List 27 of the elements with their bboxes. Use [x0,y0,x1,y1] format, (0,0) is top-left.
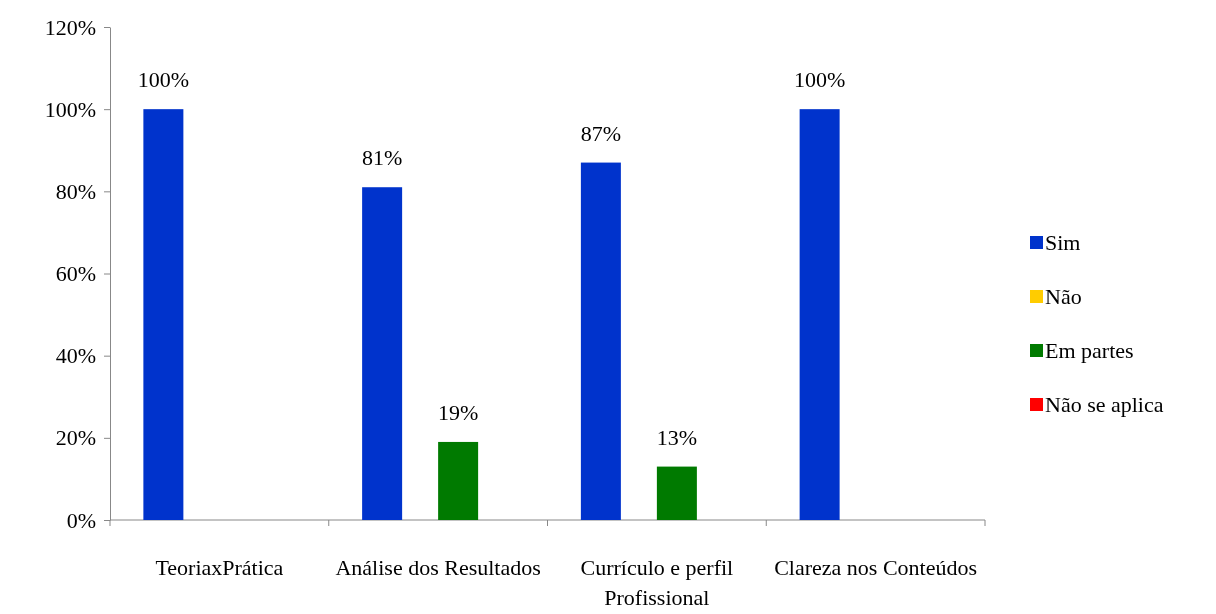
y-tick-label: 120% [44,14,96,40]
data-label: 87% [580,120,622,146]
bar [362,187,403,520]
data-label: 19% [437,399,479,425]
x-tick-label: Clareza nos Conteúdos [774,555,978,580]
y-tick-label: 0% [66,507,96,533]
bar [143,109,184,520]
legend-label: Não se aplica [1045,392,1164,417]
legend-label: Em partes [1045,338,1134,363]
data-label: 81% [361,145,403,171]
bar [656,466,697,520]
legend-label: Não [1045,284,1082,309]
y-tick-label: 40% [55,343,96,369]
y-tick-label: 20% [55,425,96,451]
x-tick-label: TeoriaxPrática [155,555,284,580]
y-tick-label: 100% [44,96,96,122]
y-tick-label: 80% [55,178,96,204]
bar [438,441,479,520]
bar [799,109,840,520]
data-label: 100% [793,67,846,93]
x-tick-label: Análise dos Resultados [335,555,541,580]
data-label: 100% [137,67,190,93]
x-tick-label: Currículo e perfil Profissional [580,555,734,610]
bar [580,162,621,520]
y-tick-label: 60% [55,261,96,287]
data-label: 13% [656,424,698,450]
legend-label: Sim [1045,230,1081,255]
